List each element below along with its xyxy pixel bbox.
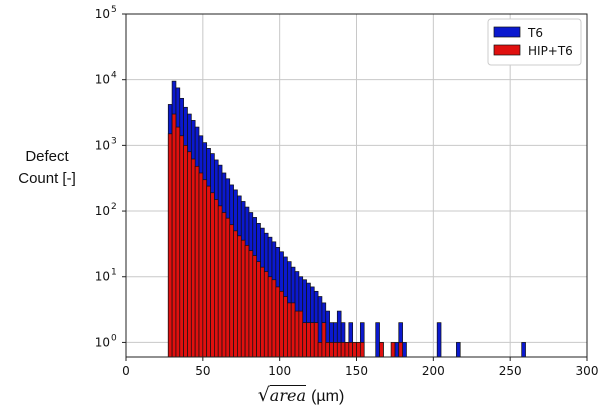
- series-hip-t6-bar: [340, 342, 346, 358]
- series-hip-t6-bar: [263, 271, 269, 358]
- x-tick-label: 0: [122, 364, 130, 378]
- series-hip-t6-bar: [267, 276, 273, 358]
- series-hip-t6-bar: [167, 133, 173, 358]
- series-hip-t6-bar: [198, 172, 204, 358]
- series-hip-t6-bar: [225, 217, 231, 358]
- series-hip-t6-bar: [379, 342, 384, 358]
- x-axis-label: √area (µm): [257, 384, 345, 406]
- series-hip-t6-bar: [237, 235, 242, 358]
- series-hip-t6-bar: [221, 212, 227, 358]
- series-hip-t6-bar: [217, 205, 223, 358]
- y-tick-exponent: 3: [111, 136, 117, 146]
- series-hip-t6-bar: [294, 310, 300, 358]
- series-hip-t6-bar: [190, 158, 196, 358]
- series-hip-t6-bar: [202, 179, 208, 358]
- series-hip-t6-bar: [229, 224, 234, 358]
- series-t6-bar: [436, 322, 442, 358]
- series-hip-t6-bar: [302, 322, 307, 358]
- series-t6-bar: [375, 322, 380, 358]
- y-tick-label: 10: [95, 270, 110, 284]
- legend-label: T6: [527, 26, 543, 40]
- series-hip-t6-bar: [310, 322, 315, 358]
- series-hip-t6-bar: [283, 296, 288, 358]
- series-hip-t6-bar: [214, 199, 219, 358]
- series-hip-t6-bar: [271, 279, 277, 358]
- y-tick-exponent: 2: [111, 202, 117, 212]
- series-hip-t6-bar: [210, 192, 215, 358]
- y-tick-label: 10: [95, 204, 110, 218]
- series-hip-t6-bar: [352, 342, 357, 358]
- x-axis-ticks: 0 50 100 150 200 250 300: [122, 357, 598, 378]
- x-tick-label: 150: [345, 364, 368, 378]
- series-hip-t6-bar: [290, 302, 296, 358]
- y-axis-label-line2: Count [-]: [18, 170, 76, 187]
- series-hip-t6-bar: [348, 342, 354, 358]
- series-hip-t6-bar: [336, 342, 342, 358]
- series-hip-t6-bar: [287, 302, 292, 358]
- series-hip-t6-bar: [194, 165, 200, 358]
- x-tick-label: 200: [422, 364, 445, 378]
- series-hip-t6-bar: [171, 113, 177, 358]
- y-tick-label: 10: [95, 7, 110, 21]
- series-hip-t6-bar: [306, 322, 311, 358]
- y-tick-label: 10: [95, 73, 110, 87]
- series-hip-t6-bar: [179, 135, 184, 358]
- x-tick-label: 50: [195, 364, 210, 378]
- series-hip-t6-bar: [390, 342, 396, 358]
- x-tick-label: 100: [268, 364, 291, 378]
- series-hip-t6-bar: [398, 342, 403, 358]
- series-t6-bar: [456, 342, 461, 358]
- legend: T6 HIP+T6: [487, 18, 582, 66]
- series-hip-t6-bar: [298, 310, 304, 358]
- y-tick-exponent: 1: [111, 268, 117, 278]
- x-axis-label-math: area: [269, 386, 306, 405]
- legend-swatch: [493, 26, 521, 38]
- series-hip-t6-bar: [313, 322, 319, 358]
- series-hip-t6-bar: [344, 342, 350, 358]
- series-hip-t6-bar: [187, 151, 192, 358]
- series-hip-t6-bar: [317, 342, 323, 358]
- series-hip-t6-bar: [359, 342, 365, 358]
- y-axis-label-line1: Defect: [25, 148, 69, 165]
- y-tick-exponent: 4: [111, 71, 117, 81]
- series-hip-t6-bar: [329, 342, 334, 358]
- y-tick-label: 10: [95, 335, 110, 349]
- series-hip-t6-bar: [325, 342, 330, 358]
- series-hip-t6-bar: [279, 290, 284, 358]
- series-hip-t6-bar: [248, 250, 254, 358]
- legend-label: HIP+T6: [528, 44, 573, 58]
- series-hip-t6-bar: [321, 322, 327, 358]
- series-hip-t6-bar: [256, 261, 261, 358]
- legend-swatch: [493, 44, 521, 56]
- series-hip-t6-bar: [240, 239, 246, 358]
- series-hip-t6-bar: [333, 342, 338, 358]
- series-hip-t6-bar: [206, 185, 211, 358]
- series-t6-bar: [402, 342, 407, 358]
- series-t6-bar: [521, 342, 526, 358]
- series-hip-t6-bar: [356, 342, 361, 358]
- series-hip-t6-bar: [175, 126, 181, 358]
- y-tick-label: 10: [95, 138, 110, 152]
- y-tick-exponent: 0: [111, 333, 117, 343]
- series-hip-t6-bar: [252, 255, 257, 358]
- series-hip-t6-bar: [233, 230, 238, 358]
- series-hip-t6-bar: [275, 286, 281, 358]
- y-tick-exponent: 5: [111, 5, 117, 15]
- series-hip-t6-bar: [244, 245, 250, 358]
- x-axis-label-unit: (µm): [311, 388, 345, 405]
- series-t6-bar: [394, 342, 400, 358]
- x-tick-label: 250: [499, 364, 522, 378]
- series-hip-t6-bar: [260, 266, 265, 358]
- x-tick-label: 300: [576, 364, 599, 378]
- series-hip-t6-bar: [183, 145, 188, 358]
